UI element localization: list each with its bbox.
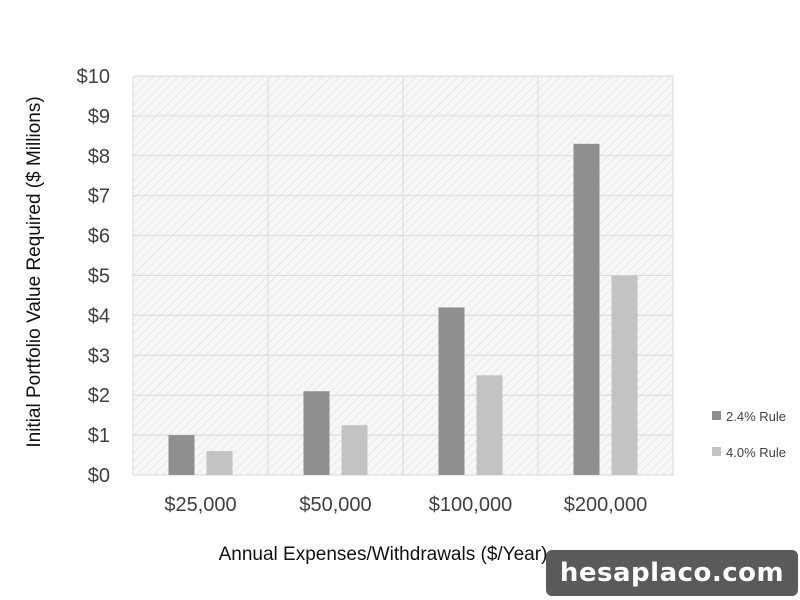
y-tick-label: $0 [88,465,110,487]
y-tick-label: $5 [88,266,110,288]
legend-label: 4.0% Rule [726,445,786,460]
x-axis-title: Annual Expenses/Withdrawals ($/Year) [219,544,548,565]
y-tick-label: $6 [88,226,110,248]
y-tick-label: $3 [88,345,110,367]
y-tick-label: $8 [88,146,110,168]
y-tick-label: $9 [88,106,110,128]
legend-label: 2.4% Rule [726,409,786,424]
watermark: hesaplaco.com [546,550,798,596]
x-tick-label: $100,000 [429,494,512,516]
x-tick-label: $50,000 [299,494,371,516]
y-tick-label: $4 [88,305,110,327]
x-tick-label: $25,000 [164,494,236,516]
y-tick-label: $1 [88,425,110,447]
y-axis-ticks: $0 $1 $2 $3 $4 $5 $6 $7 $8 $9 $10 [77,66,110,487]
x-tick-label: $200,000 [564,494,647,516]
legend-swatch [712,447,721,456]
y-tick-label: $10 [77,66,110,88]
bar [573,143,600,475]
x-axis-ticks: $25,000 $50,000 $100,000 $200,000 [164,494,647,516]
bars [168,143,638,475]
legend: 2.4% Rule 4.0% Rule [712,409,786,460]
bar [168,435,195,475]
bar [476,375,503,475]
y-axis-title: Initial Portfolio Value Required ($ Mill… [24,96,45,447]
legend-swatch [712,411,721,420]
y-tick-label: $7 [88,186,110,208]
y-tick-label: $2 [88,385,110,407]
bar [206,451,233,475]
bar [341,425,368,475]
bar [438,307,465,475]
bar [611,275,638,475]
grid-lines [132,75,674,476]
bar [303,391,330,475]
